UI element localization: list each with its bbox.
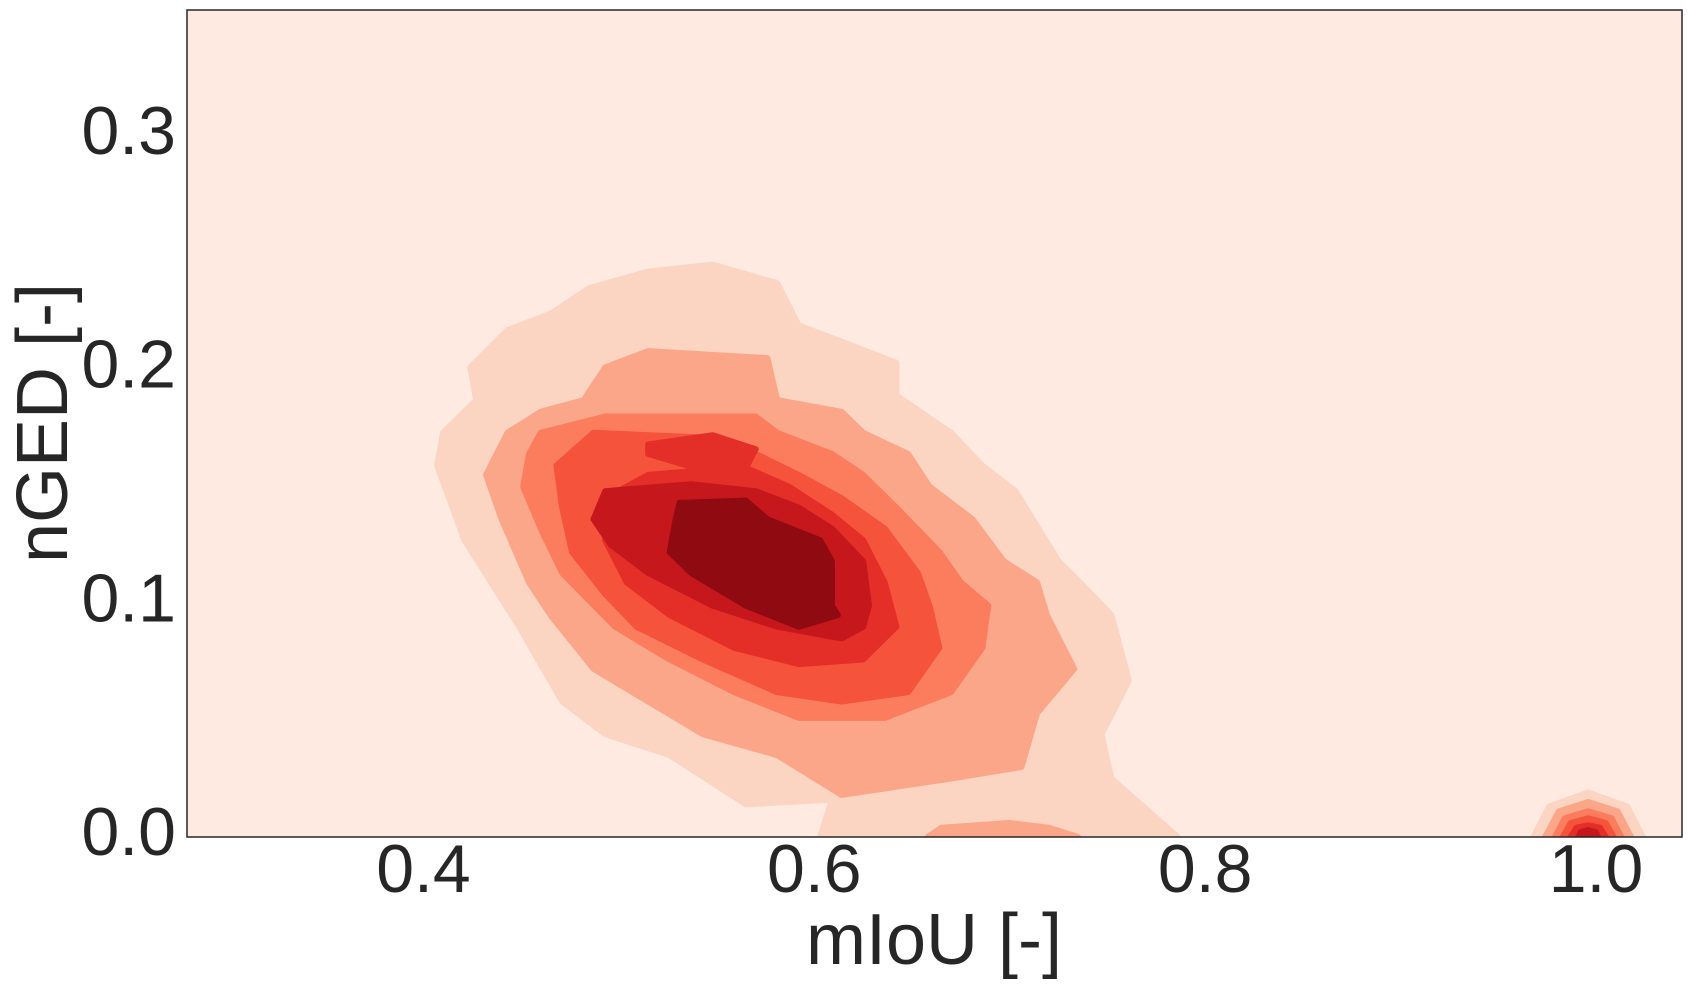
plot-frame xyxy=(186,9,1683,838)
x-tick-label: 0.8 xyxy=(1158,831,1253,907)
x-tick-label: 1.0 xyxy=(1549,831,1644,907)
x-tick-label: 0.4 xyxy=(376,831,471,907)
x-tick-label: 0.6 xyxy=(767,831,862,907)
contour-group xyxy=(434,261,1646,837)
y-tick-label: 0.2 xyxy=(81,327,176,403)
y-tick-label: 0.0 xyxy=(81,794,176,870)
y-tick-label: 0.3 xyxy=(81,93,176,169)
density-contour xyxy=(666,497,841,630)
y-axis-label: nGED [-] xyxy=(3,283,83,563)
density-contour xyxy=(924,820,1082,837)
x-axis-label: mIoU [-] xyxy=(806,900,1062,980)
density-contour xyxy=(1575,827,1601,837)
y-tick-label: 0.1 xyxy=(81,560,176,636)
